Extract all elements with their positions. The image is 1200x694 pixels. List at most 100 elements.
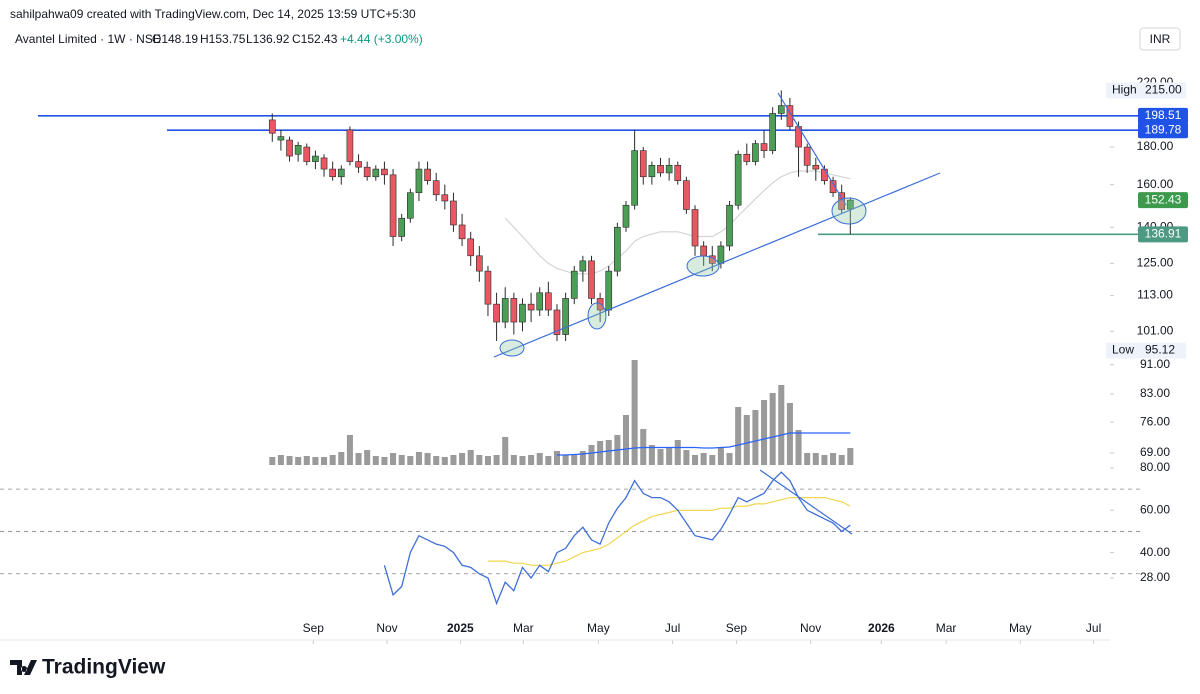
volume-bar [786, 403, 793, 465]
level-box [1138, 226, 1188, 243]
volume-bar [795, 430, 802, 465]
volume-bar [295, 457, 302, 465]
volume-bar [726, 453, 733, 465]
volume-bar [605, 440, 612, 465]
volume-bar [277, 455, 284, 465]
volume-bar [303, 456, 310, 465]
volume-bar [717, 447, 724, 465]
volume-bar [450, 455, 457, 465]
volume-bar [398, 455, 405, 465]
volume-bar [571, 455, 578, 465]
ohlc-low: L136.92 [246, 32, 290, 46]
candle-body [415, 168, 423, 194]
candle-body [674, 165, 682, 181]
x-tick-label: May [587, 621, 610, 635]
currency[interactable]: INR [1150, 32, 1171, 46]
volume-bar [562, 455, 569, 465]
volume-bar [821, 455, 828, 465]
x-tick-label: 2026 [868, 621, 895, 635]
candle-body [355, 161, 362, 168]
volume-bar [761, 400, 768, 465]
marker-name: High [1112, 83, 1137, 97]
x-tick-label: May [1009, 621, 1032, 635]
candle-body [760, 143, 768, 151]
candle-body [821, 168, 828, 181]
price-ma [504, 170, 851, 275]
volume-bar [700, 453, 707, 465]
candle-body [389, 174, 397, 237]
attribution: sahilpahwa09 created with TradingView.co… [10, 7, 416, 21]
candle-body [303, 146, 311, 162]
marker-value: 215.00 [1145, 83, 1182, 97]
volume-bar [528, 455, 535, 465]
volume-bar [735, 407, 742, 465]
x-tick-label: Mar [936, 621, 957, 635]
brand: TradingView [42, 656, 166, 679]
candle-body [476, 255, 483, 272]
candle-body [717, 245, 725, 264]
ohlc-high: H153.75 [200, 32, 246, 46]
volume-bar [545, 456, 552, 465]
volume-bar [484, 456, 491, 465]
volume-bar [329, 455, 336, 465]
rsi-tick-label: 60.00 [1140, 502, 1170, 516]
ohlc-close: C152.43 [292, 32, 338, 46]
candle-body [622, 204, 630, 228]
volume-bar [838, 455, 845, 465]
candle-body [545, 292, 552, 311]
volume-bar [346, 435, 353, 465]
volume-bar [597, 441, 604, 465]
marker-box [1106, 82, 1186, 99]
candle-body [329, 168, 336, 178]
candle-body [786, 105, 794, 127]
volume-bar [269, 457, 276, 465]
x-tick-label: Mar [513, 621, 534, 635]
volume-bar [510, 455, 517, 465]
candle-body [536, 292, 544, 311]
volume-bar [372, 456, 379, 465]
x-tick-label: Sep [726, 621, 748, 635]
level-label: 189.78 [1145, 122, 1182, 136]
volume-bar [433, 456, 440, 465]
volume-bar [657, 449, 664, 465]
candle-body [700, 245, 707, 257]
candle-body [812, 165, 820, 170]
candle-body [381, 168, 388, 176]
level-label: 198.51 [1145, 108, 1182, 122]
volume-bar [743, 415, 750, 465]
ohlc-change: +4.44 (+3.00%) [340, 32, 423, 46]
y-tick-label: 83.00 [1140, 386, 1170, 400]
x-tick-label: 2025 [447, 621, 474, 635]
candle-body [510, 298, 518, 323]
volume-bar [536, 453, 543, 465]
candle-body [691, 209, 699, 247]
candle-body [527, 303, 535, 311]
volume-bar [390, 453, 397, 465]
x-tick-label: Jul [1086, 621, 1101, 635]
rsi-tick-label: 80.00 [1140, 460, 1170, 474]
currency-box[interactable] [1139, 27, 1181, 51]
symbol: Avantel Limited · 1W · NSE [15, 32, 161, 46]
volume-bar [519, 456, 526, 465]
candle-body [312, 155, 319, 162]
candle-body [803, 146, 811, 166]
volume-bar [286, 456, 293, 465]
y-tick-label: 113.00 [1137, 288, 1173, 302]
candle-body [450, 200, 457, 226]
y-tick-label: 160.00 [1137, 177, 1174, 191]
volume-bar [588, 445, 595, 465]
volume-bar [769, 393, 776, 465]
candle-body [769, 113, 776, 151]
candle-body [743, 153, 751, 162]
volume-bar [364, 450, 371, 465]
x-tick-label: Nov [800, 621, 821, 635]
candle-body [372, 168, 380, 178]
volume-bar [709, 455, 716, 465]
annotations [493, 92, 941, 535]
candle-body [579, 260, 587, 272]
volume-bar [579, 451, 586, 465]
candle-body [648, 165, 656, 178]
candle-body [657, 165, 664, 174]
volume-bar [666, 447, 673, 465]
level-box [1138, 107, 1188, 124]
